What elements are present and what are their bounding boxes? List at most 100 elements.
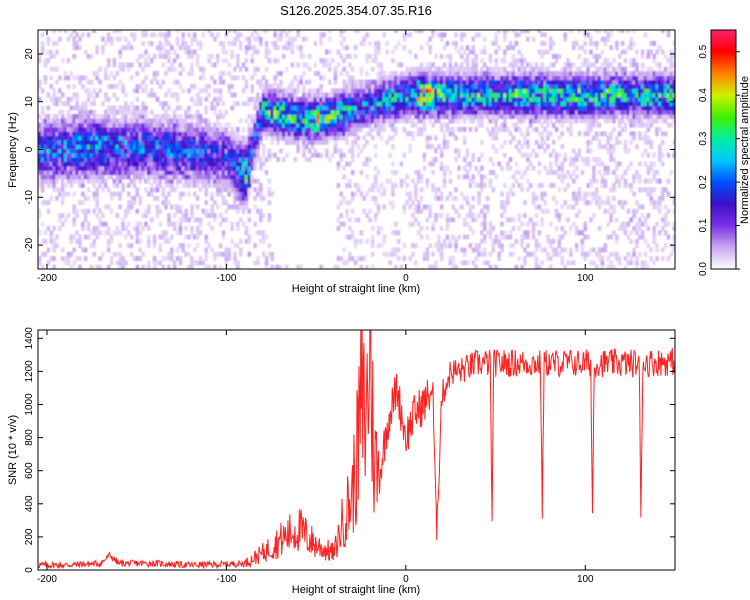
spectrogram-cell [439, 79, 444, 85]
spectrogram-cell [75, 114, 79, 119]
spectrogram-cell [451, 92, 455, 98]
spectrogram-cell [574, 195, 579, 201]
spectrogram-cell [439, 66, 444, 72]
spectrogram-cell [526, 84, 530, 89]
spectrogram-cell [508, 96, 513, 102]
spectrogram-cell [589, 114, 593, 119]
spectrogram-cell [175, 170, 180, 175]
spectrogram-cell [517, 217, 521, 223]
spectrogram-cell [362, 144, 366, 150]
spectrogram-cell [69, 251, 74, 257]
spectrogram-cell [104, 178, 108, 184]
spectrogram-cell [569, 109, 573, 115]
spectrogram-cell [218, 109, 223, 115]
spectrogram-cell [350, 234, 355, 240]
spectrogram-cell [330, 122, 335, 128]
spectrogram-cell [204, 183, 208, 188]
spectrogram-cell [517, 105, 521, 111]
spectrogram-cell [325, 127, 329, 132]
spectrogram-cell [391, 105, 395, 111]
spectrogram-cell [371, 195, 375, 201]
spectrogram-cell [322, 75, 326, 81]
spectrogram-cell [603, 178, 608, 184]
spectrogram-cell [55, 49, 59, 55]
spectrogram-cell [597, 114, 602, 119]
spectrogram-cell [376, 114, 381, 119]
spectrogram-cell [63, 191, 68, 197]
spectrogram-cell [40, 157, 45, 162]
spectrogram-cell [600, 49, 605, 55]
spectrogram-cell [454, 101, 458, 107]
spectrogram-cell [471, 45, 475, 51]
spectrogram-cell [431, 71, 435, 76]
spectrogram-cell [178, 260, 183, 266]
spectrogram-cell [422, 71, 427, 76]
spectrogram-cell [135, 221, 140, 227]
spectrogram-cell [244, 84, 249, 89]
spectrogram-cell [569, 161, 573, 167]
spectrogram-cell [267, 122, 272, 128]
spectrogram-cell [350, 66, 355, 72]
spectrogram-cell [603, 101, 608, 107]
spectrogram-cell [600, 66, 605, 72]
spectrogram-cell [187, 127, 191, 132]
spectrogram-cell [462, 251, 467, 257]
spectrogram-cell [540, 247, 544, 253]
spectrogram-cell [250, 161, 254, 167]
spectrogram-cell [195, 131, 200, 137]
spectrogram-cell [528, 161, 533, 167]
spectrogram-cell [566, 109, 570, 115]
spectrogram-cell [236, 183, 240, 188]
spectrogram-cell [425, 217, 430, 223]
spectrogram-cell [155, 144, 160, 150]
spectrogram-cell [204, 157, 208, 162]
spectrogram-cell [572, 114, 576, 119]
spectrogram-cell [543, 127, 547, 132]
spectrogram-cell [477, 170, 481, 175]
spectrogram-cell [58, 144, 62, 150]
spectrogram-cell [115, 191, 119, 197]
spectrogram-cell [201, 157, 206, 162]
spectrogram-cell [417, 178, 421, 184]
spectrogram-cell [83, 114, 88, 119]
spectrogram-cell [218, 183, 223, 188]
spectrogram-cell [500, 101, 504, 107]
spectrogram-cell [172, 226, 177, 231]
spectrogram-cell [379, 114, 384, 119]
spectrogram-cell [307, 109, 312, 115]
spectrogram-cell [218, 170, 223, 175]
spectrogram-cell [376, 243, 381, 249]
spectrogram-cell [98, 161, 102, 167]
spectrogram-cell [583, 58, 587, 64]
spectrogram-cell [480, 165, 484, 171]
spectrogram-cell [574, 71, 579, 76]
spectrogram-cell [540, 131, 544, 137]
spectrogram-cell [63, 148, 68, 154]
spectrogram-cell [72, 75, 76, 81]
spectrogram-cell [537, 75, 542, 81]
spectrogram-cell [368, 131, 372, 137]
spectrogram-cell [491, 84, 496, 89]
spectrogram-cell [83, 49, 88, 55]
spectrogram-cell [557, 53, 562, 59]
spectrogram-cell [526, 243, 530, 249]
spectrogram-cell [371, 105, 375, 111]
spectrogram-cell [72, 36, 76, 42]
spectrogram-cell [155, 96, 160, 102]
spectrogram-cell [534, 84, 539, 89]
spectrogram-cell [213, 183, 217, 188]
spectrogram-cell [164, 127, 168, 132]
spectrogram-cell [563, 84, 567, 89]
spectrogram-cell [129, 118, 134, 124]
spectrogram-cell [554, 208, 559, 214]
spectrogram-cell [138, 127, 142, 132]
spectrogram-cell [402, 71, 407, 76]
spectrogram-cell [264, 109, 269, 115]
spectrogram-cell [442, 165, 447, 171]
spectrogram-cell [511, 45, 516, 51]
spectrogram-cell [296, 148, 300, 154]
spectrogram-cell [55, 144, 59, 150]
spectrogram-cell [546, 144, 550, 150]
spectrogram-cell [345, 88, 349, 94]
spectrogram-cell [595, 187, 599, 193]
